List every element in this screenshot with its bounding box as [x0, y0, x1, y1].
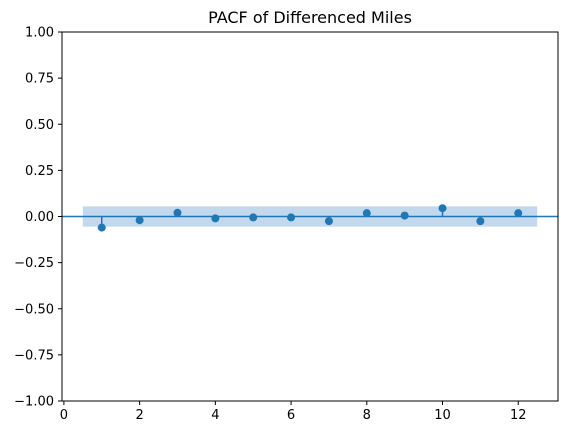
y-tick-label: 0.25: [25, 164, 54, 179]
y-tick-label: −0.75: [14, 348, 54, 363]
y-tick-label: 0.50: [25, 118, 54, 133]
x-tick-label: 4: [211, 408, 219, 423]
y-tick-label: −0.25: [14, 256, 54, 271]
y-tick-label: −1.00: [14, 395, 54, 410]
point-lag-12: [514, 209, 523, 218]
y-tick-label: −0.50: [14, 302, 54, 317]
point-lag-8: [362, 209, 371, 218]
point-lag-1: [97, 223, 106, 232]
y-tick-label: 1.00: [25, 26, 54, 41]
x-tick-label: 12: [510, 408, 527, 423]
point-lag-6: [287, 213, 296, 222]
x-tick-label: 6: [287, 408, 295, 423]
y-tick-label: 0.75: [25, 72, 54, 87]
x-tick-label: 0: [60, 408, 68, 423]
point-lag-9: [400, 211, 409, 220]
point-lag-11: [476, 217, 485, 226]
point-lag-10: [438, 204, 447, 213]
chart-title: PACF of Differenced Miles: [208, 8, 412, 27]
x-tick-label: 2: [135, 408, 143, 423]
x-tick-label: 8: [363, 408, 371, 423]
point-lag-4: [211, 214, 220, 223]
y-tick-label: 0.00: [25, 210, 54, 225]
point-lag-3: [173, 208, 182, 217]
point-lag-7: [324, 217, 333, 226]
point-lag-5: [249, 213, 258, 222]
x-tick-label: 10: [434, 408, 451, 423]
point-lag-2: [135, 216, 144, 225]
